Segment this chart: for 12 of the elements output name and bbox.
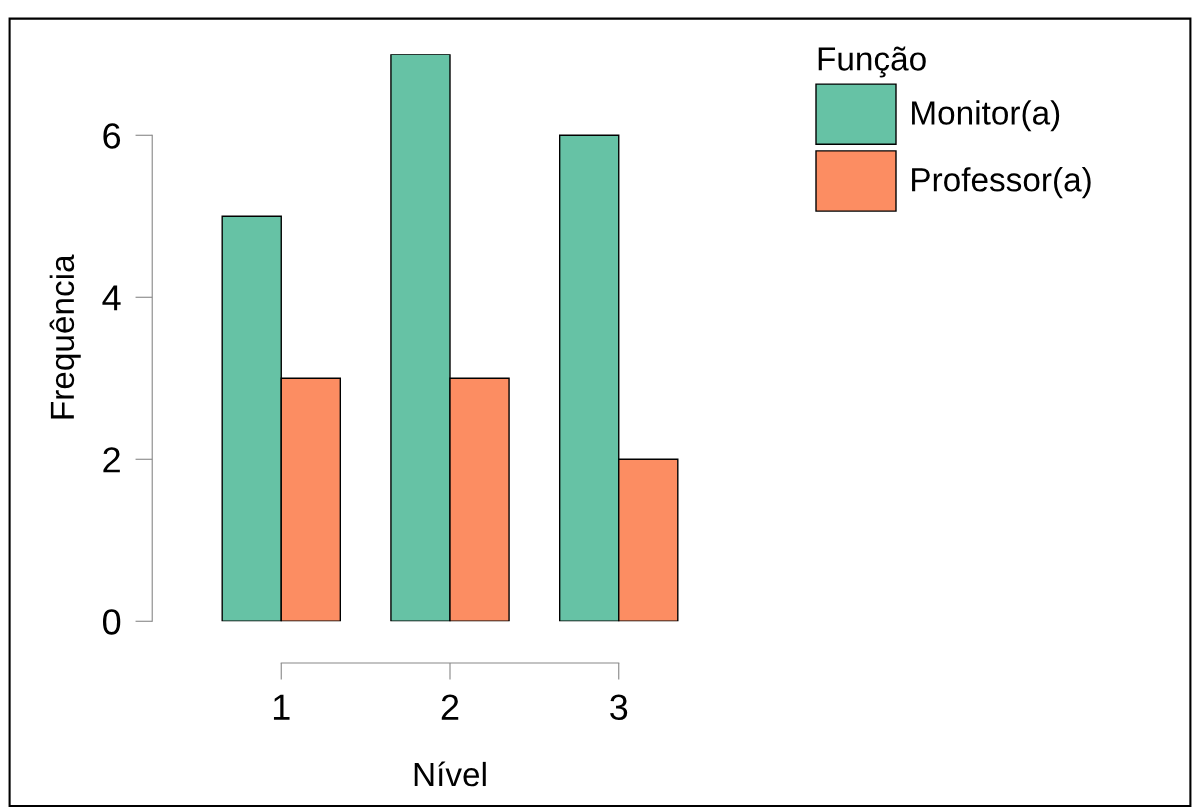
y-tick-label: 6 <box>103 123 121 149</box>
y-tick-label: 2 <box>103 447 120 473</box>
x-tick-label: 1 <box>273 694 290 720</box>
y-tick-label: 0 <box>103 609 121 635</box>
y-tick-label: 4 <box>102 285 121 311</box>
legend-label: Professor(a) <box>912 167 1091 199</box>
y-axis-title: Frequência <box>49 254 81 419</box>
x-axis-title: Nível <box>414 761 486 787</box>
x-tick-label: 2 <box>441 694 459 720</box>
legend-title: Função <box>818 46 926 78</box>
x-tick-label: 3 <box>610 694 628 721</box>
legend-label: Monitor(a) <box>912 100 1060 132</box>
